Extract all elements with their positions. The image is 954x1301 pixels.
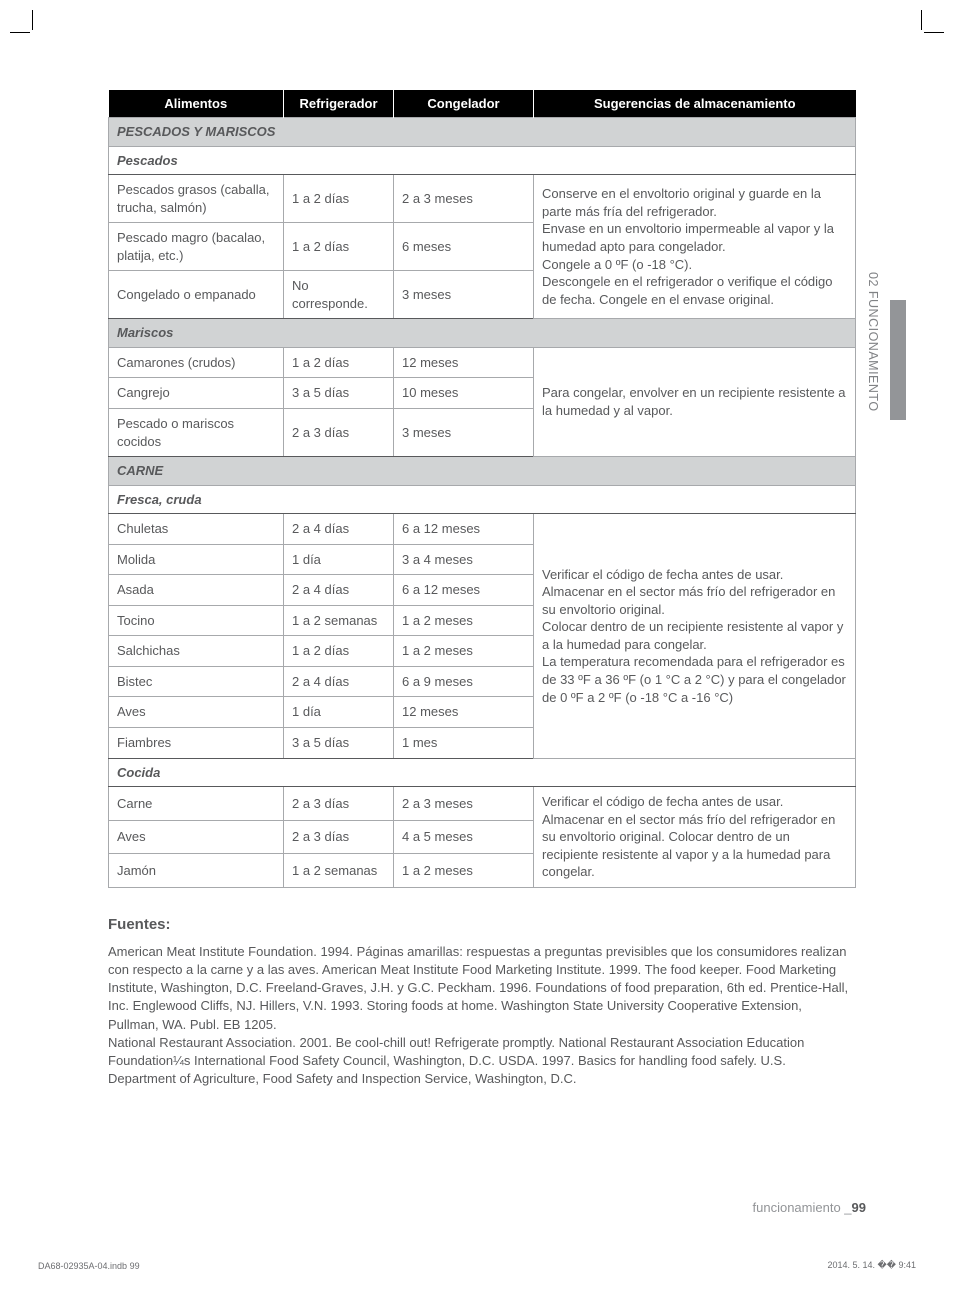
table-row: Chuletas 2 a 4 días 6 a 12 meses Verific… [109, 514, 856, 545]
cell-sugerencia: Conserve en el envoltorio original y gua… [534, 175, 856, 319]
cell-refrig: 2 a 4 días [284, 575, 394, 606]
table-header-row: Alimentos Refrigerador Congelador Sugere… [109, 90, 856, 118]
cell-cong: 1 a 2 meses [394, 854, 534, 888]
cell-refrig: 1 a 2 días [284, 175, 394, 223]
footer-left: DA68-02935A-04.indb 99 [38, 1261, 140, 1271]
footer-right: funcionamiento _99 [753, 1200, 866, 1215]
footer-time: 2014. 5. 14. �� 9:41 [827, 1260, 916, 1271]
subsection-title: Mariscos [109, 319, 856, 348]
cell-cong: 2 a 3 meses [394, 787, 534, 821]
cell-cong: 3 meses [394, 271, 534, 319]
cell-refrig: 2 a 3 días [284, 820, 394, 854]
cell-refrig: 1 a 2 días [284, 347, 394, 378]
cell-refrig: 3 a 5 días [284, 728, 394, 759]
cell-alimento: Molida [109, 544, 284, 575]
cell-alimento: Bistec [109, 666, 284, 697]
cell-alimento: Jamón [109, 854, 284, 888]
subsection-title: Fresca, cruda [109, 485, 856, 514]
table-row: Camarones (crudos) 1 a 2 días 12 meses P… [109, 347, 856, 378]
crop-mark [10, 32, 30, 33]
table-row: Pescados grasos (caballa, trucha, salmón… [109, 175, 856, 223]
header-alimentos: Alimentos [109, 90, 284, 118]
cell-alimento: Pescados grasos (caballa, trucha, salmón… [109, 175, 284, 223]
section-title: PESCADOS Y MARISCOS [109, 118, 856, 147]
subsection-row: Mariscos [109, 319, 856, 348]
crop-mark [924, 32, 944, 33]
cell-cong: 6 a 12 meses [394, 514, 534, 545]
cell-alimento: Pescado magro (bacalao, platija, etc.) [109, 223, 284, 271]
cell-refrig: 2 a 4 días [284, 514, 394, 545]
cell-cong: 3 a 4 meses [394, 544, 534, 575]
cell-refrig: 3 a 5 días [284, 378, 394, 409]
cell-sugerencia: Verificar el código de fecha antes de us… [534, 787, 856, 888]
cell-cong: 2 a 3 meses [394, 175, 534, 223]
cell-alimento: Fiambres [109, 728, 284, 759]
fuentes-heading: Fuentes: [108, 916, 856, 933]
subsection-row: Cocida [109, 758, 856, 787]
subsection-title: Pescados [109, 146, 856, 175]
section-row: CARNE [109, 457, 856, 486]
side-bar [890, 300, 906, 420]
cell-alimento: Carne [109, 787, 284, 821]
cell-refrig: 1 día [284, 544, 394, 575]
cell-alimento: Camarones (crudos) [109, 347, 284, 378]
cell-cong: 12 meses [394, 347, 534, 378]
cell-cong: 6 a 12 meses [394, 575, 534, 606]
cell-alimento: Congelado o empanado [109, 271, 284, 319]
section-row: PESCADOS Y MARISCOS [109, 118, 856, 147]
subsection-title: Cocida [109, 758, 856, 787]
storage-table: Alimentos Refrigerador Congelador Sugere… [108, 90, 856, 888]
cell-alimento: Aves [109, 697, 284, 728]
footer-label: funcionamiento _ [753, 1200, 852, 1215]
cell-sugerencia: Para congelar, envolver en un recipiente… [534, 347, 856, 456]
fuentes-body: American Meat Institute Foundation. 1994… [108, 943, 856, 1089]
cell-refrig: 1 a 2 semanas [284, 605, 394, 636]
cell-refrig: 2 a 3 días [284, 787, 394, 821]
cell-refrig: 1 a 2 días [284, 636, 394, 667]
cell-refrig: 1 día [284, 697, 394, 728]
cell-alimento: Pescado o mariscos cocidos [109, 409, 284, 457]
cell-cong: 1 mes [394, 728, 534, 759]
cell-alimento: Tocino [109, 605, 284, 636]
cell-alimento: Asada [109, 575, 284, 606]
table-row: Carne 2 a 3 días 2 a 3 meses Verificar e… [109, 787, 856, 821]
cell-alimento: Salchichas [109, 636, 284, 667]
header-refrigerador: Refrigerador [284, 90, 394, 118]
cell-cong: 10 meses [394, 378, 534, 409]
cell-refrig: 1 a 2 días [284, 223, 394, 271]
section-title: CARNE [109, 457, 856, 486]
cell-cong: 6 a 9 meses [394, 666, 534, 697]
cell-cong: 1 a 2 meses [394, 605, 534, 636]
cell-alimento: Aves [109, 820, 284, 854]
subsection-row: Pescados [109, 146, 856, 175]
side-tab-label: 02 FUNCIONAMIENTO [866, 272, 880, 412]
cell-refrig: 2 a 4 días [284, 666, 394, 697]
cell-alimento: Chuletas [109, 514, 284, 545]
cell-refrig: 1 a 2 semanas [284, 854, 394, 888]
header-sugerencias: Sugerencias de almacenamiento [534, 90, 856, 118]
cell-alimento: Cangrejo [109, 378, 284, 409]
footer-page: 99 [852, 1200, 866, 1215]
side-tab: 02 FUNCIONAMIENTO [866, 272, 886, 417]
cell-cong: 3 meses [394, 409, 534, 457]
subsection-row: Fresca, cruda [109, 485, 856, 514]
cell-refrig: 2 a 3 días [284, 409, 394, 457]
page-content: Alimentos Refrigerador Congelador Sugere… [108, 90, 856, 1088]
crop-mark [32, 10, 33, 30]
cell-sugerencia: Verificar el código de fecha antes de us… [534, 514, 856, 758]
cell-cong: 4 a 5 meses [394, 820, 534, 854]
cell-cong: 6 meses [394, 223, 534, 271]
cell-cong: 12 meses [394, 697, 534, 728]
crop-mark [921, 10, 922, 30]
cell-refrig: No corresponde. [284, 271, 394, 319]
header-congelador: Congelador [394, 90, 534, 118]
cell-cong: 1 a 2 meses [394, 636, 534, 667]
